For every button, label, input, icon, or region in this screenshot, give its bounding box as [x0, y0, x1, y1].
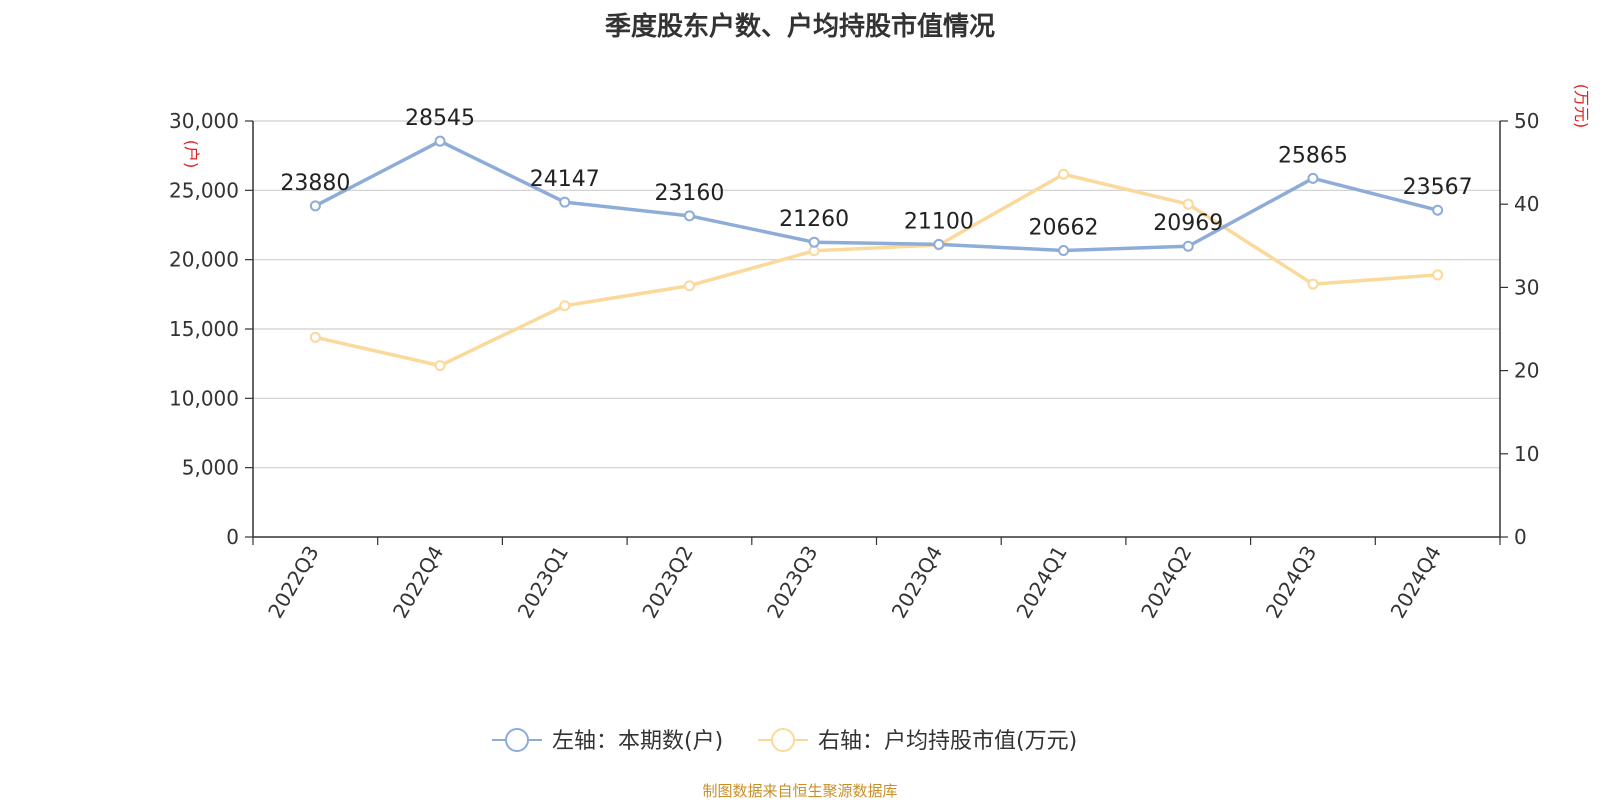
series-line-1	[314, 172, 1438, 368]
data-label: 21100	[904, 209, 974, 234]
series-0-point	[1182, 240, 1194, 252]
series-0-point	[933, 238, 945, 250]
series-0-point	[1058, 244, 1070, 256]
x-tick-label: 2024Q1	[1011, 542, 1071, 623]
x-tick-label: 2024Q4	[1386, 542, 1446, 623]
data-label: 23160	[654, 181, 724, 206]
series-1-point	[309, 331, 321, 343]
y-left-unit-label: (户)	[182, 140, 201, 169]
x-tick-label: 2023Q1	[513, 542, 573, 623]
data-label: 24147	[530, 167, 600, 192]
legend-marker-0	[505, 728, 529, 752]
data-label: 28545	[405, 106, 475, 131]
series-1-point	[683, 280, 695, 292]
y-left-tick-label: 15,000	[169, 317, 239, 341]
chart-title: 季度股东户数、户均持股市值情况	[604, 12, 995, 42]
y-right-tick-label: 40	[1514, 192, 1539, 216]
series-1-point	[434, 360, 446, 372]
series-0-point	[683, 210, 695, 222]
series-0-point	[1307, 172, 1319, 184]
y-left-tick-label: 25,000	[169, 178, 239, 202]
x-tick-label: 2023Q2	[637, 542, 697, 623]
x-tick-label: 2023Q4	[887, 542, 947, 623]
y-right-tick-label: 0	[1514, 525, 1527, 549]
y-right-tick-label: 10	[1514, 442, 1539, 466]
series-1-point	[559, 300, 571, 312]
legend-label-1: 右轴：户均持股市值(万元)	[818, 729, 1077, 754]
source-note: 制图数据来自恒生聚源数据库	[702, 782, 898, 800]
series-1-point	[1307, 278, 1319, 290]
series-1-point	[1182, 198, 1194, 210]
y-right-tick-label: 30	[1514, 275, 1539, 299]
x-tick-label: 2023Q3	[762, 542, 822, 623]
legend-marker-1	[771, 728, 795, 752]
series-0-point	[559, 196, 571, 208]
y-right-tick-label: 50	[1514, 109, 1539, 133]
y-left-tick-label: 0	[226, 525, 239, 549]
x-tick-label: 2022Q4	[388, 542, 448, 623]
data-label: 23880	[280, 171, 350, 196]
y-left-tick-label: 10,000	[169, 386, 239, 410]
y-left-tick-label: 30,000	[169, 109, 239, 133]
x-tick-label: 2024Q3	[1261, 542, 1321, 623]
y-left-tick-label: 20,000	[169, 248, 239, 272]
series-line-0	[314, 139, 1439, 253]
series-1-point	[1432, 269, 1444, 281]
series-1-point	[1058, 168, 1070, 180]
x-tick-label: 2022Q3	[263, 542, 323, 623]
data-label: 20662	[1029, 215, 1099, 240]
legend-label-0: 左轴：本期数(户)	[552, 729, 723, 754]
y-left-tick-label: 5,000	[182, 456, 239, 480]
series-0-point	[309, 200, 321, 212]
data-label: 21260	[779, 207, 849, 232]
y-right-tick-label: 20	[1514, 359, 1539, 383]
series-0-point	[1432, 204, 1444, 216]
data-label: 25865	[1278, 143, 1348, 168]
data-label: 23567	[1403, 175, 1473, 200]
series-0-point	[434, 135, 446, 147]
series-0-point	[808, 236, 820, 248]
y-right-unit-label: (万元)	[1572, 84, 1591, 129]
data-label: 20969	[1153, 211, 1223, 236]
x-tick-label: 2024Q2	[1136, 542, 1196, 623]
